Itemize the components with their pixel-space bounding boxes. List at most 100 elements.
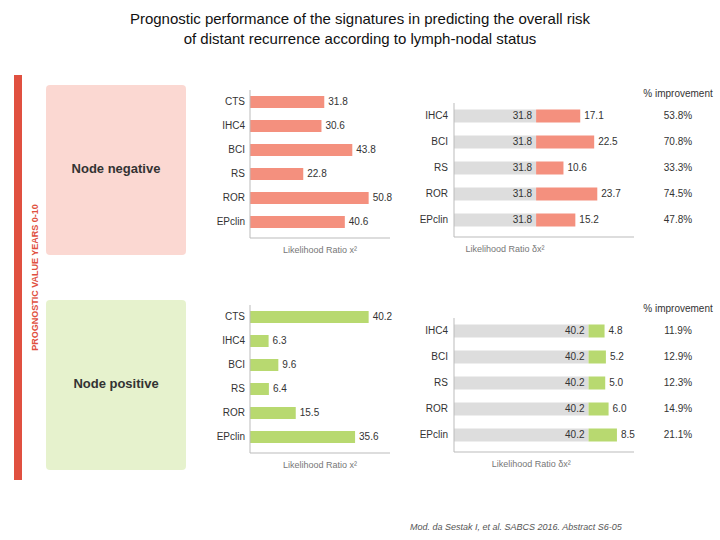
- data-label: 6.0: [613, 403, 627, 414]
- y-axis-line: [250, 90, 251, 238]
- bar: [250, 311, 369, 323]
- improvement-header: % improvement: [643, 303, 713, 314]
- data-label: 50.8: [373, 192, 393, 203]
- data-label: 31.8: [513, 162, 533, 173]
- bar: [250, 359, 278, 371]
- data-label: 22.8: [307, 168, 327, 179]
- bar: [250, 407, 296, 419]
- category-label: EPclin: [420, 429, 448, 440]
- data-label: 17.1: [584, 110, 604, 121]
- improvement-label: 11.9%: [664, 325, 692, 336]
- improvement-label: 33.3%: [664, 162, 692, 173]
- data-label: 5.0: [609, 377, 623, 388]
- data-label: 5.2: [610, 351, 624, 362]
- bar-segment: [536, 110, 580, 123]
- category-label: CTS: [225, 96, 245, 107]
- category-label: IHC4: [425, 325, 448, 336]
- bar-segment: [588, 377, 605, 390]
- category-label: ROR: [426, 403, 448, 414]
- data-label: 40.2: [565, 403, 585, 414]
- data-label: 31.8: [328, 96, 348, 107]
- data-label: 10.6: [567, 162, 587, 173]
- y-axis-label: PROGNOSTIC VALUE YEARS 0-10: [30, 204, 40, 351]
- bar: [250, 120, 321, 132]
- category-label: ROR: [223, 192, 245, 203]
- category-label: ROR: [426, 188, 448, 199]
- bar: [250, 431, 355, 443]
- bar-segment: [536, 136, 594, 149]
- x-axis-label: Likelihood Ratio δx²: [466, 244, 545, 254]
- data-label: 9.6: [282, 359, 296, 370]
- data-label: 6.3: [273, 335, 287, 346]
- x-axis-line: [250, 453, 390, 454]
- chart: Prognostic performance of the signatures…: [0, 0, 720, 540]
- y-axis-line: [250, 305, 251, 453]
- data-label: 8.5: [621, 429, 635, 440]
- category-label: RS: [231, 168, 245, 179]
- improvement-label: 12.9%: [664, 351, 692, 362]
- group-label: Node negative: [72, 161, 161, 176]
- category-label: RS: [434, 377, 448, 388]
- bar-segment: [536, 188, 597, 201]
- data-label: 6.4: [273, 383, 287, 394]
- bar-segment: [588, 429, 616, 442]
- bar-segment: [588, 351, 605, 364]
- data-label: 31.8: [513, 214, 533, 225]
- bar-segment: [454, 377, 588, 390]
- y-axis-line: [454, 103, 455, 237]
- y-axis-line: [454, 318, 455, 452]
- data-label: 35.6: [359, 431, 379, 442]
- improvement-label: 14.9%: [664, 403, 692, 414]
- data-label: 23.7: [601, 188, 621, 199]
- data-label: 4.8: [609, 325, 623, 336]
- bar-segment: [454, 162, 536, 175]
- data-label: 43.8: [356, 144, 376, 155]
- bars: [250, 311, 369, 443]
- x-axis-label: Likelihood Ratio δx²: [492, 459, 571, 469]
- improvement-label: 21.1%: [664, 429, 692, 440]
- bars: [250, 96, 369, 228]
- bar-segment: [454, 351, 588, 364]
- data-label: 40.2: [565, 429, 585, 440]
- category-label: IHC4: [425, 110, 448, 121]
- data-label: 40.2: [565, 351, 585, 362]
- title: Prognostic performance of the signatures…: [130, 10, 591, 27]
- bars: [454, 110, 597, 227]
- category-label: BCI: [431, 351, 448, 362]
- bar-segment: [454, 136, 536, 149]
- category-label: IHC4: [222, 335, 245, 346]
- category-label: BCI: [228, 359, 245, 370]
- x-axis-line: [454, 452, 634, 453]
- category-label: CTS: [225, 311, 245, 322]
- side-bar: [14, 75, 22, 480]
- bar: [250, 216, 345, 228]
- bar-segment: [454, 110, 536, 123]
- data-label: 15.5: [300, 407, 320, 418]
- bar-segment: [454, 429, 588, 442]
- data-label: 40.2: [565, 377, 585, 388]
- bar-segment: [454, 214, 536, 227]
- improvement-label: 12.3%: [664, 377, 692, 388]
- subtitle: of distant recurrence according to lymph…: [184, 30, 537, 47]
- category-label: BCI: [431, 136, 448, 147]
- group-box: [46, 300, 186, 470]
- data-label: 31.8: [513, 188, 533, 199]
- bar-segment: [536, 162, 563, 175]
- group-box: [46, 85, 186, 255]
- bar: [250, 168, 303, 180]
- bar-segment: [536, 214, 575, 227]
- x-axis-label: Likelihood Ratio x²: [283, 245, 357, 255]
- improvement-label: 74.5%: [664, 188, 692, 199]
- bar: [250, 383, 269, 395]
- category-label: EPclin: [217, 431, 245, 442]
- category-label: EPclin: [217, 216, 245, 227]
- data-label: 40.2: [373, 311, 393, 322]
- bar-segment: [454, 403, 588, 416]
- category-label: ROR: [223, 407, 245, 418]
- data-label: 31.8: [513, 136, 533, 147]
- bar-segment: [454, 188, 536, 201]
- data-label: 40.6: [349, 216, 369, 227]
- category-label: RS: [434, 162, 448, 173]
- data-label: 30.6: [325, 120, 345, 131]
- bar: [250, 192, 369, 204]
